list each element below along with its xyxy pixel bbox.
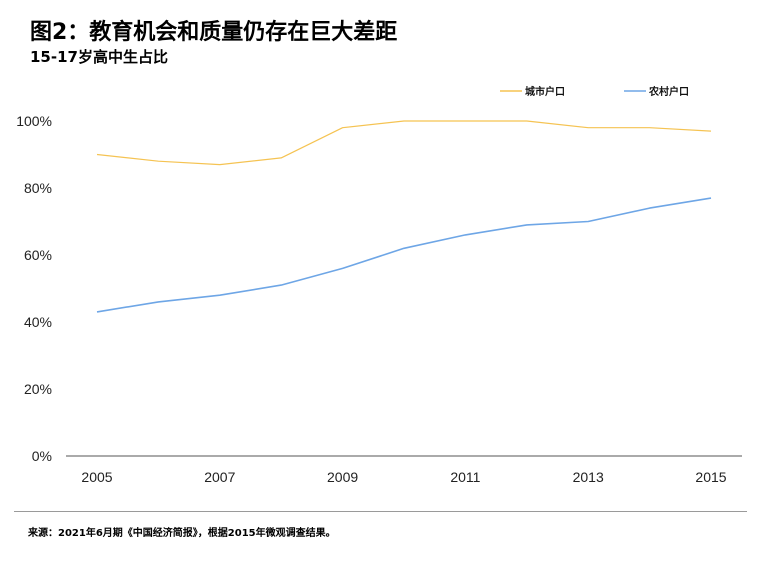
series-line-0 [96,120,712,166]
y-axis-ticks: 0% 20% 40% 60% 80% 100% [16,113,52,464]
series-line-1 [96,197,712,313]
x-tick-label: 2009 [327,469,358,485]
x-tick-label: 2011 [450,469,480,485]
y-tick-label: 60% [24,247,52,263]
series-lines [96,120,712,313]
y-tick-label: 0% [32,448,52,464]
legend-label-0: 城市户口 [525,85,565,98]
chart-title: 图2：教育机会和质量仍存在巨大差距 [30,20,398,45]
footer-divider [14,511,747,512]
x-tick-label: 2015 [695,469,726,485]
x-tick-label: 2007 [204,469,235,485]
source-note: 来源：2021年6月期《中国经济简报》，根据2015年微观调查结果。 [28,528,336,539]
x-tick-label: 2013 [573,469,604,485]
y-tick-label: 20% [24,381,52,397]
x-tick-label: 2005 [81,469,112,485]
y-tick-label: 80% [24,180,52,196]
legend-label-1: 农村户口 [648,85,689,98]
y-tick-label: 100% [16,113,52,129]
y-tick-label: 40% [24,314,52,330]
x-axis-ticks: 2005 2007 2009 2011 2013 2015 [81,469,726,485]
chart-subtitle: 15-17岁高中生占比 [30,48,168,66]
legend: 城市户口 农村户口 [500,85,689,98]
